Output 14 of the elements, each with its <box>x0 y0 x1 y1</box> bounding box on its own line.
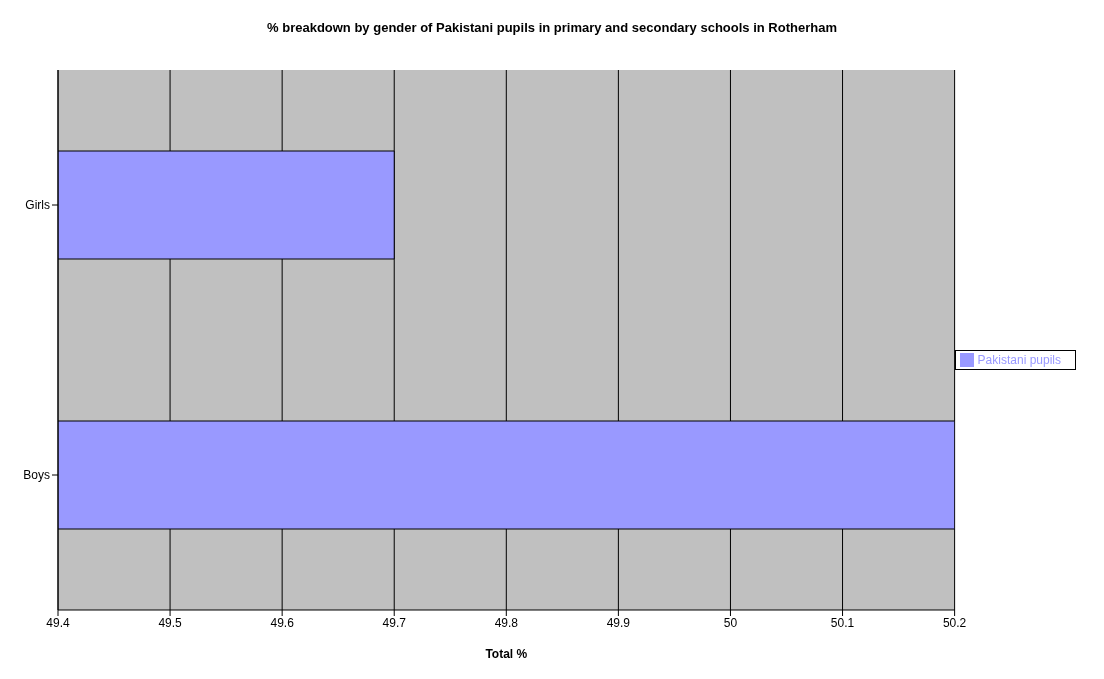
x-tick-label: 50.1 <box>830 615 855 630</box>
x-tick-label: 49.8 <box>494 615 519 630</box>
y-tick-label: Girls <box>25 198 50 213</box>
x-tick-label: 49.7 <box>382 615 407 630</box>
legend-label: Pakistani pupils <box>977 352 1061 367</box>
x-tick-label: 50 <box>723 615 738 630</box>
x-tick-label: 49.4 <box>46 615 70 630</box>
x-tick-label: 49.5 <box>158 615 183 630</box>
chart-title: % breakdown by gender of Pakistani pupils in primary and secondary schools in Rotherham <box>266 19 838 37</box>
x-tick-label: 50.2 <box>942 615 967 630</box>
y-tick-label: Boys <box>23 468 50 483</box>
x-tick-label: 49.6 <box>270 615 295 630</box>
x-axis-title: Total % <box>485 647 528 661</box>
x-tick-label: 49.9 <box>606 615 631 630</box>
